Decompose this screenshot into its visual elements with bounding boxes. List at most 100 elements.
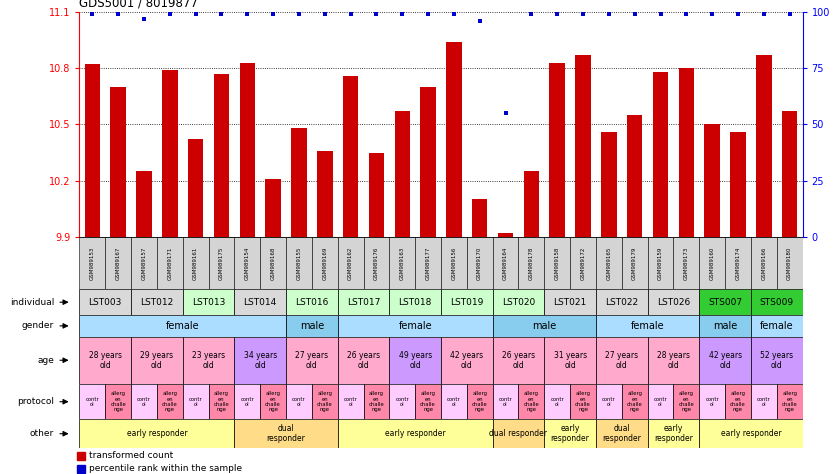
Text: early responder: early responder — [126, 429, 187, 438]
Bar — [364, 237, 390, 289]
Bar — [699, 237, 725, 289]
Text: GSM989168: GSM989168 — [271, 246, 276, 280]
Bar — [157, 384, 183, 419]
Text: individual: individual — [10, 298, 54, 307]
Text: contr
ol: contr ol — [137, 397, 150, 407]
Text: contr
ol: contr ol — [85, 397, 99, 407]
Bar — [286, 315, 338, 337]
Text: male: male — [533, 321, 557, 331]
Bar — [317, 151, 333, 237]
Text: GSM989155: GSM989155 — [297, 246, 302, 280]
Bar — [234, 419, 338, 448]
Bar — [518, 384, 544, 419]
Bar — [441, 237, 466, 289]
Text: other: other — [30, 429, 54, 438]
Text: GSM989164: GSM989164 — [503, 246, 508, 280]
Bar — [472, 200, 487, 237]
Bar — [622, 384, 648, 419]
Text: female: female — [398, 321, 432, 331]
Bar — [390, 237, 415, 289]
Bar — [390, 337, 441, 384]
Bar — [751, 237, 777, 289]
Bar — [338, 337, 390, 384]
Bar — [183, 384, 208, 419]
Text: contr
ol: contr ol — [706, 397, 719, 407]
Text: GSM989154: GSM989154 — [245, 246, 250, 280]
Bar — [338, 237, 364, 289]
Bar — [596, 289, 648, 315]
Bar — [705, 125, 720, 237]
Bar — [131, 337, 183, 384]
Bar — [751, 384, 777, 419]
Bar — [234, 237, 260, 289]
Text: contr
ol: contr ol — [602, 397, 616, 407]
Text: GSM989180: GSM989180 — [788, 246, 793, 280]
Bar — [725, 237, 751, 289]
Text: 28 years
old: 28 years old — [89, 351, 122, 370]
Text: 26 years
old: 26 years old — [347, 351, 380, 370]
Bar — [699, 337, 751, 384]
Text: GSM989163: GSM989163 — [400, 246, 405, 280]
Bar — [260, 237, 286, 289]
Bar — [544, 384, 570, 419]
Bar — [84, 64, 100, 237]
Bar — [234, 289, 286, 315]
Bar — [343, 76, 359, 237]
Bar — [157, 237, 183, 289]
Text: dual
responder: dual responder — [267, 424, 305, 443]
Bar — [596, 315, 699, 337]
Text: LST021: LST021 — [553, 298, 587, 307]
Text: GSM989167: GSM989167 — [115, 246, 120, 280]
Bar — [596, 419, 648, 448]
Bar — [544, 289, 596, 315]
Text: male: male — [713, 321, 737, 331]
Bar — [265, 179, 281, 237]
Bar — [544, 237, 570, 289]
Text: 49 years
old: 49 years old — [399, 351, 431, 370]
Bar — [523, 171, 539, 237]
Bar — [544, 419, 596, 448]
Text: LST017: LST017 — [347, 298, 380, 307]
Text: GSM989162: GSM989162 — [348, 246, 353, 280]
Bar — [751, 315, 803, 337]
Text: 34 years
old: 34 years old — [243, 351, 277, 370]
Text: LST020: LST020 — [502, 298, 535, 307]
Bar — [131, 289, 183, 315]
Text: allerg
en
challe
nge: allerg en challe nge — [317, 391, 333, 412]
Bar — [208, 237, 234, 289]
Bar — [596, 237, 622, 289]
Text: GSM989157: GSM989157 — [141, 246, 146, 280]
Bar — [492, 337, 544, 384]
Text: 26 years
old: 26 years old — [502, 351, 535, 370]
Text: GSM989173: GSM989173 — [684, 246, 689, 280]
Text: GSM989179: GSM989179 — [632, 246, 637, 280]
Bar — [751, 337, 803, 384]
Bar — [699, 419, 803, 448]
Bar — [725, 384, 751, 419]
Bar — [751, 289, 803, 315]
Bar — [260, 384, 286, 419]
Bar — [421, 87, 436, 237]
Bar — [162, 70, 177, 237]
Text: LST018: LST018 — [399, 298, 432, 307]
Text: GSM989172: GSM989172 — [580, 246, 585, 280]
Text: contr
ol: contr ol — [499, 397, 512, 407]
Text: GSM989176: GSM989176 — [374, 246, 379, 280]
Bar — [699, 315, 751, 337]
Bar — [622, 237, 648, 289]
Bar — [234, 337, 286, 384]
Bar — [390, 384, 415, 419]
Bar — [492, 237, 518, 289]
Bar — [286, 237, 312, 289]
Bar — [730, 132, 746, 237]
Bar — [699, 289, 751, 315]
Bar — [679, 68, 694, 237]
Bar — [79, 315, 286, 337]
Bar — [338, 384, 364, 419]
Text: allerg
en
challe
nge: allerg en challe nge — [627, 391, 643, 412]
Bar — [777, 384, 803, 419]
Bar — [570, 384, 596, 419]
Bar — [183, 337, 234, 384]
Text: early responder: early responder — [385, 429, 446, 438]
Text: LST003: LST003 — [89, 298, 122, 307]
